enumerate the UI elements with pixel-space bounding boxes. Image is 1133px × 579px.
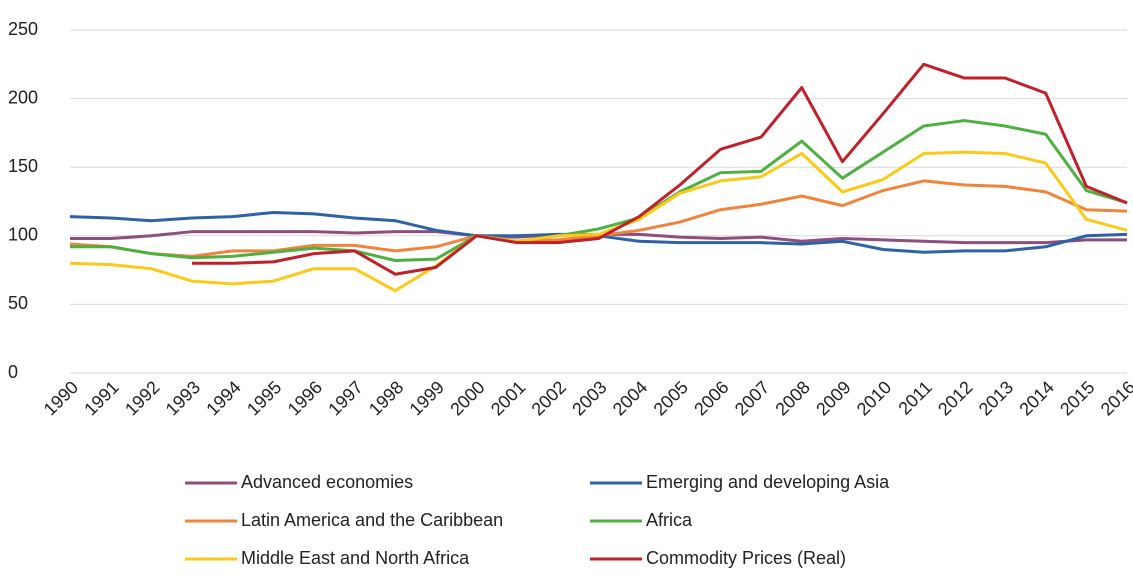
legend-label: Advanced economies	[241, 472, 413, 492]
legend-label: Commodity Prices (Real)	[646, 548, 846, 568]
x-tick-label: 2005	[650, 377, 692, 419]
series-line	[69, 150, 1128, 293]
x-tick-label: 2015	[1056, 377, 1098, 419]
y-tick-label: 200	[8, 87, 38, 107]
y-tick-label: 150	[8, 156, 38, 176]
y-tick-label: 250	[8, 19, 38, 39]
x-tick-label: 2006	[690, 377, 732, 419]
x-tick-label: 1996	[284, 377, 326, 419]
series-line	[191, 62, 1128, 276]
x-tick-label: 1990	[40, 377, 82, 419]
x-tick-label: 2013	[975, 377, 1017, 419]
x-tick-label: 2009	[812, 377, 854, 419]
legend-label: Latin America and the Caribbean	[241, 510, 503, 530]
x-tick-label: 2000	[446, 377, 488, 419]
x-tick-label: 1991	[80, 377, 122, 419]
x-tick-label: 2002	[528, 377, 570, 419]
y-tick-label: 100	[8, 225, 38, 245]
x-tick-label: 1998	[365, 377, 407, 419]
x-tick-label: 1994	[202, 377, 244, 419]
x-tick-label: 2010	[853, 377, 895, 419]
y-tick-label: 50	[8, 293, 28, 313]
x-tick-label: 1999	[406, 377, 448, 419]
x-tick-label: 2008	[771, 377, 813, 419]
x-tick-label: 1997	[324, 377, 366, 419]
x-tick-label: 2001	[487, 377, 529, 419]
x-tick-label: 2014	[1015, 377, 1057, 419]
x-tick-label: 2011	[894, 377, 936, 419]
x-tick-label: 2004	[609, 377, 651, 419]
x-tick-label: 1995	[243, 377, 285, 419]
x-tick-label: 1993	[162, 377, 204, 419]
x-tick-label: 1992	[121, 377, 163, 419]
legend-label: Emerging and developing Asia	[646, 472, 890, 492]
y-tick-label: 0	[8, 362, 18, 382]
x-tick-label: 2003	[568, 377, 610, 419]
legend-label: Africa	[646, 510, 693, 530]
series-line	[70, 119, 1128, 262]
x-tick-label: 2016	[1097, 377, 1133, 419]
series-line	[69, 179, 1128, 258]
legend-label: Middle East and North Africa	[241, 548, 470, 568]
x-tick-label: 2012	[934, 377, 976, 419]
x-tick-label: 2007	[731, 377, 773, 419]
